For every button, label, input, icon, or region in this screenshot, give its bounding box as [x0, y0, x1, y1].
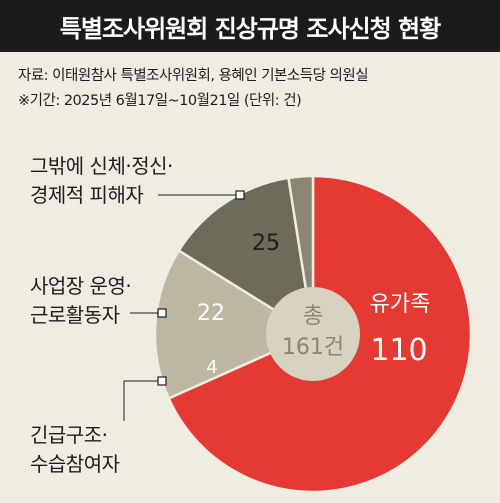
slice-victims — [153, 248, 316, 401]
legend-label-business-line2: 근로활동자 — [30, 303, 120, 327]
slice-label-business-value: 22 — [197, 301, 225, 326]
legend-label-business: 사업장 운영· 근로활동자 — [30, 272, 132, 330]
legend-label-business-line1: 사업장 운영· — [30, 274, 132, 298]
leader-line-rescue — [123, 380, 162, 421]
leader-marker-victims — [235, 190, 245, 200]
period-note: ※기간: 2025년 6월17일~10월21일 (단위: 건) — [18, 93, 302, 109]
legend-label-victims: 그밖에 신체·정신· 경제적 피해자 — [30, 152, 173, 210]
center-label-line2: 161건 — [282, 335, 344, 360]
legend-label-rescue: 긴급구조· 수습참여자 — [30, 421, 120, 479]
slice-business — [177, 176, 315, 337]
source-note: 자료: 이태원참사 특별조사위원회, 용혜인 기본소득당 의원실 — [18, 68, 369, 84]
chart-title-text: 특별조사위원회 진상규명 조사신청 현황 — [59, 14, 441, 43]
leader-marker-rescue — [157, 376, 167, 386]
center-label-line1: 총 — [303, 304, 323, 329]
chart-title: 특별조사위원회 진상규명 조사신청 현황 — [0, 0, 500, 52]
slice-label-victims-value: 25 — [252, 231, 280, 256]
legend-label-victims-line1: 그밖에 신체·정신· — [30, 154, 173, 178]
legend-label-rescue-line1: 긴급구조· — [30, 423, 108, 447]
legend-label-rescue-line2: 수습참여자 — [30, 452, 120, 476]
slice-label-family-value: 110 — [370, 333, 427, 368]
leader-marker-business — [157, 308, 167, 318]
donut-center — [266, 287, 360, 381]
slice-label-family-name: 유가족 — [370, 292, 431, 317]
leader-lines — [123, 190, 245, 421]
legend-label-victims-line2: 경제적 피해자 — [30, 183, 144, 207]
slice-label-rescue-value: 4 — [206, 357, 217, 378]
